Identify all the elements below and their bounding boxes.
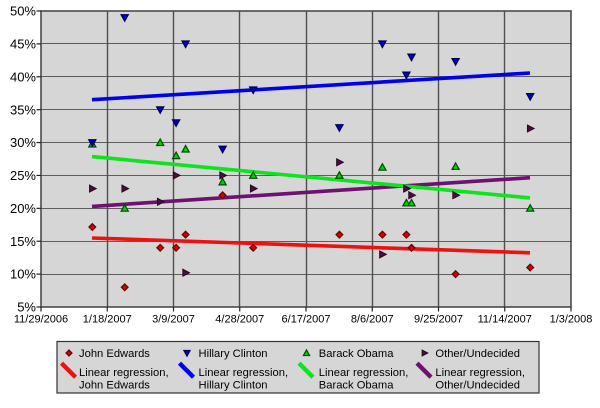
svg-text:1/18/2007: 1/18/2007	[83, 314, 132, 326]
svg-text:11/14/2007: 11/14/2007	[478, 314, 532, 326]
svg-text:50%: 50%	[10, 4, 36, 19]
svg-text:Hillary Clinton: Hillary Clinton	[199, 379, 268, 391]
svg-text:Linear regression,: Linear regression,	[79, 367, 169, 379]
svg-text:9/25/2007: 9/25/2007	[414, 314, 463, 326]
svg-text:1/3/2008: 1/3/2008	[550, 314, 593, 326]
svg-text:5%: 5%	[17, 300, 36, 315]
svg-text:Linear regression,: Linear regression,	[319, 367, 409, 379]
svg-text:4/28/2007: 4/28/2007	[215, 314, 264, 326]
svg-text:Barack Obama: Barack Obama	[319, 379, 394, 391]
svg-text:40%: 40%	[10, 69, 36, 84]
svg-text:Other/Undecided: Other/Undecided	[435, 348, 520, 360]
svg-text:3/9/2007: 3/9/2007	[152, 314, 195, 326]
svg-text:35%: 35%	[10, 102, 36, 117]
svg-text:6/17/2007: 6/17/2007	[282, 314, 331, 326]
svg-text:Linear regression,: Linear regression,	[435, 367, 525, 379]
svg-text:30%: 30%	[10, 135, 36, 150]
svg-text:Other/Undecided: Other/Undecided	[435, 379, 520, 391]
svg-text:8/6/2007: 8/6/2007	[351, 314, 394, 326]
svg-text:11/29/2006: 11/29/2006	[14, 314, 68, 326]
svg-text:Barack Obama: Barack Obama	[319, 348, 394, 360]
svg-text:25%: 25%	[10, 168, 36, 183]
svg-text:Hillary Clinton: Hillary Clinton	[199, 348, 268, 360]
svg-text:20%: 20%	[10, 201, 36, 216]
svg-text:Linear regression,: Linear regression,	[199, 367, 289, 379]
svg-text:15%: 15%	[10, 234, 36, 249]
svg-text:John Edwards: John Edwards	[79, 348, 150, 360]
svg-text:John Edwards: John Edwards	[79, 379, 150, 391]
svg-text:45%: 45%	[10, 36, 36, 51]
svg-text:10%: 10%	[10, 267, 36, 282]
